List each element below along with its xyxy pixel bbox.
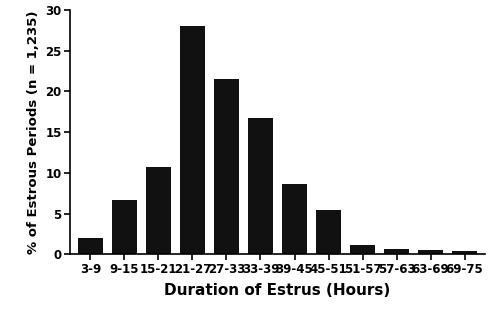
Bar bbox=[78, 238, 103, 254]
Bar bbox=[282, 184, 308, 254]
Bar bbox=[350, 244, 376, 254]
Bar bbox=[452, 251, 477, 254]
Bar bbox=[112, 200, 137, 254]
Bar bbox=[248, 118, 273, 254]
Y-axis label: % of Estrous Periods (n = 1,235): % of Estrous Periods (n = 1,235) bbox=[26, 10, 40, 254]
Bar bbox=[384, 249, 409, 254]
Bar bbox=[146, 167, 171, 254]
Bar bbox=[214, 79, 239, 254]
Bar bbox=[180, 26, 205, 254]
X-axis label: Duration of Estrus (Hours): Duration of Estrus (Hours) bbox=[164, 283, 390, 298]
Bar bbox=[418, 250, 444, 254]
Bar bbox=[316, 210, 342, 254]
